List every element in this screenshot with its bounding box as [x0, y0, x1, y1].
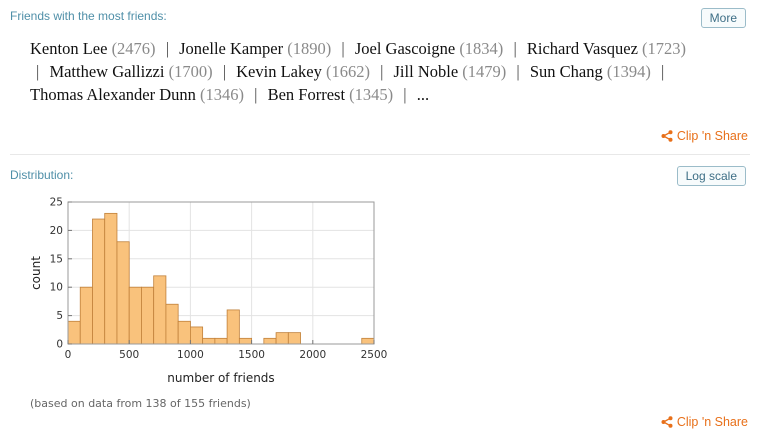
friend-item: Ben Forrest (1345) [268, 85, 394, 104]
separator: | [660, 62, 665, 81]
clip-share-label: Clip 'n Share [676, 129, 748, 143]
x-tick-label: 2000 [299, 349, 326, 361]
histogram-bar [128, 286, 142, 345]
share-icon [661, 130, 673, 142]
separator: | [341, 39, 345, 58]
data-note: (based on data from 138 of 155 friends) [30, 397, 251, 410]
histogram-bar [165, 303, 179, 345]
friend-count: (1700) [168, 62, 213, 81]
y-tick-label: 0 [56, 339, 63, 351]
friends-distribution-histogram: 0 500 1000 1500 2000 2500 0 5 10 15 20 25 number of … [29, 197, 388, 386]
friend-count: (2476) [111, 39, 156, 58]
y-tick-label: 15 [50, 253, 63, 265]
friend-item: Joel Gascoigne (1834) [355, 39, 503, 58]
friend-count: (1723) [642, 39, 687, 58]
histogram-bar [361, 337, 375, 345]
histogram-bar [287, 332, 301, 345]
plot-frame [67, 201, 375, 345]
friend-item: Jonelle Kamper (1890) [179, 39, 331, 58]
histogram-bar [67, 320, 81, 345]
friend-name: Joel Gascoigne [354, 39, 456, 58]
histogram-bar [238, 337, 253, 345]
friend-name: Matthew Gallizzi [49, 62, 165, 81]
friend-name: Richard Vasquez [526, 39, 638, 58]
separator: | [254, 85, 258, 104]
y-tick-label: 5 [56, 310, 63, 322]
x-tick-label: 1000 [177, 349, 204, 361]
x-tick-label: 0 [65, 349, 72, 361]
more-button[interactable]: More [700, 8, 746, 28]
separator: | [516, 62, 520, 81]
friend-name: Thomas Alexander Dunn [30, 85, 196, 104]
share-icon [661, 416, 673, 428]
friend-count: (1890) [287, 39, 332, 58]
x-axis-label: number of friends [167, 371, 274, 385]
top-friends-list: Kenton Lee (2476) | Jonelle Kamper (1890… [30, 37, 690, 106]
friend-item: Kevin Lakey (1662) [236, 62, 370, 81]
histogram-bar [92, 218, 106, 345]
separator: | [165, 39, 169, 58]
distribution-pod-title: Distribution: [10, 168, 74, 182]
histogram-bar [189, 326, 204, 345]
friend-name: Sun Chang [529, 62, 603, 81]
friend-count: (1834) [459, 39, 504, 58]
friend-item: Jill Noble (1479) [394, 62, 507, 81]
histogram-bar [177, 320, 191, 345]
y-tick-label: 25 [50, 197, 63, 209]
friend-name: Jill Noble [393, 62, 459, 81]
histogram-bar [153, 275, 167, 345]
separator: | [36, 62, 40, 81]
friend-count: (1345) [349, 85, 394, 104]
y-tick-label: 10 [50, 282, 63, 294]
x-tick-label: 2500 [361, 349, 388, 361]
friend-count: (1346) [200, 85, 245, 104]
histogram-bar [79, 286, 93, 345]
histogram-bar [226, 309, 240, 345]
histogram-bar [263, 337, 277, 345]
clip-share-label: Clip 'n Share [676, 415, 748, 429]
more-ellipsis: ... [416, 85, 430, 104]
friend-name: Jonelle Kamper [179, 39, 284, 58]
separator: | [513, 39, 517, 58]
friend-item: Thomas Alexander Dunn (1346) [30, 85, 244, 104]
x-tick-label: 1500 [238, 349, 265, 361]
friend-name: Kenton Lee [30, 39, 108, 58]
y-tick-label: 20 [50, 225, 63, 237]
log-scale-button[interactable]: Log scale [676, 166, 746, 186]
clip-share-distribution[interactable]: Clip 'n Share [661, 415, 748, 429]
friend-count: (1479) [462, 62, 507, 81]
y-axis-label: count [29, 256, 43, 290]
friend-item: Kenton Lee (2476) [30, 39, 156, 58]
histogram-bar [202, 337, 216, 345]
histogram-bar [116, 241, 130, 345]
histogram-bar [104, 212, 118, 345]
friend-item: Matthew Gallizzi (1700) [49, 62, 212, 81]
friend-name: Kevin Lakey [236, 62, 322, 81]
friend-count: (1662) [325, 62, 370, 81]
separator: | [380, 62, 384, 81]
separator: | [403, 85, 407, 104]
pod-divider [10, 154, 750, 155]
histogram-bar [141, 286, 155, 345]
clip-share-friends[interactable]: Clip 'n Share [661, 129, 748, 143]
friend-count: (1394) [606, 62, 651, 81]
friend-item: Sun Chang (1394) [530, 62, 651, 81]
histogram-bar [214, 337, 228, 345]
friends-pod-title: Friends with the most friends: [10, 9, 167, 23]
friend-name: Ben Forrest [267, 85, 346, 104]
separator: | [222, 62, 227, 81]
friend-item: Richard Vasquez (1723) [527, 39, 686, 58]
histogram-bar [275, 332, 289, 345]
x-tick-label: 500 [119, 349, 139, 361]
